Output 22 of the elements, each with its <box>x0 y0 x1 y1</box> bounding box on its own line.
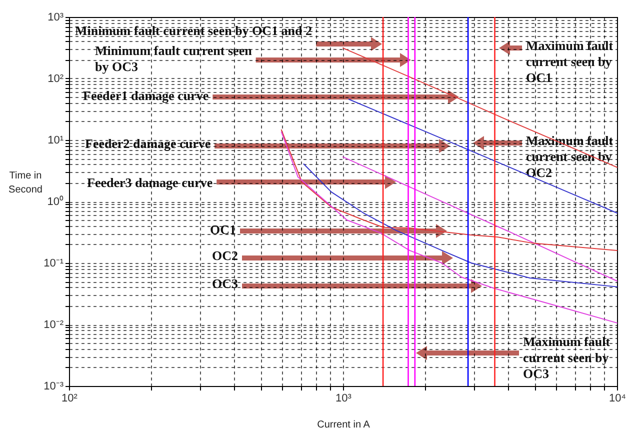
y-tick-label: 10⁻¹ <box>44 258 64 270</box>
y-tick-label: 10² <box>48 73 64 85</box>
annotation: OC1 <box>210 222 236 237</box>
y-tick-label: 10⁰ <box>47 195 64 208</box>
annotation: OC2 <box>212 248 238 263</box>
x-axis-title: Current in A <box>317 420 370 430</box>
annotation: OC3 <box>212 276 238 291</box>
x-tick-label: 10² <box>62 392 78 404</box>
y-tick-label: 10⁻³ <box>44 380 64 392</box>
annotation: Feeder1 damage curve <box>83 88 209 103</box>
y-tick-label: 10³ <box>48 12 64 24</box>
y-tick-label: 10⁻² <box>44 319 64 331</box>
annotation: Minimum fault current seen by OC1 and 2 <box>75 22 312 38</box>
y-axis-title: Time in Second <box>8 170 42 196</box>
annotation: Maximum fault current seen by OC3 <box>523 334 611 381</box>
annotation: Feeder3 damage curve <box>87 174 213 190</box>
x-tick-label: 10³ <box>336 392 352 404</box>
x-tick-label: 10⁴ <box>609 392 626 404</box>
annotation: Minimum fault current seen by OC3 <box>95 42 253 74</box>
annotation: Maximum fault current seen by OC1 <box>526 38 614 85</box>
y-tick-label: 10¹ <box>48 134 64 146</box>
annotation: Feeder2 damage curve <box>85 136 211 151</box>
